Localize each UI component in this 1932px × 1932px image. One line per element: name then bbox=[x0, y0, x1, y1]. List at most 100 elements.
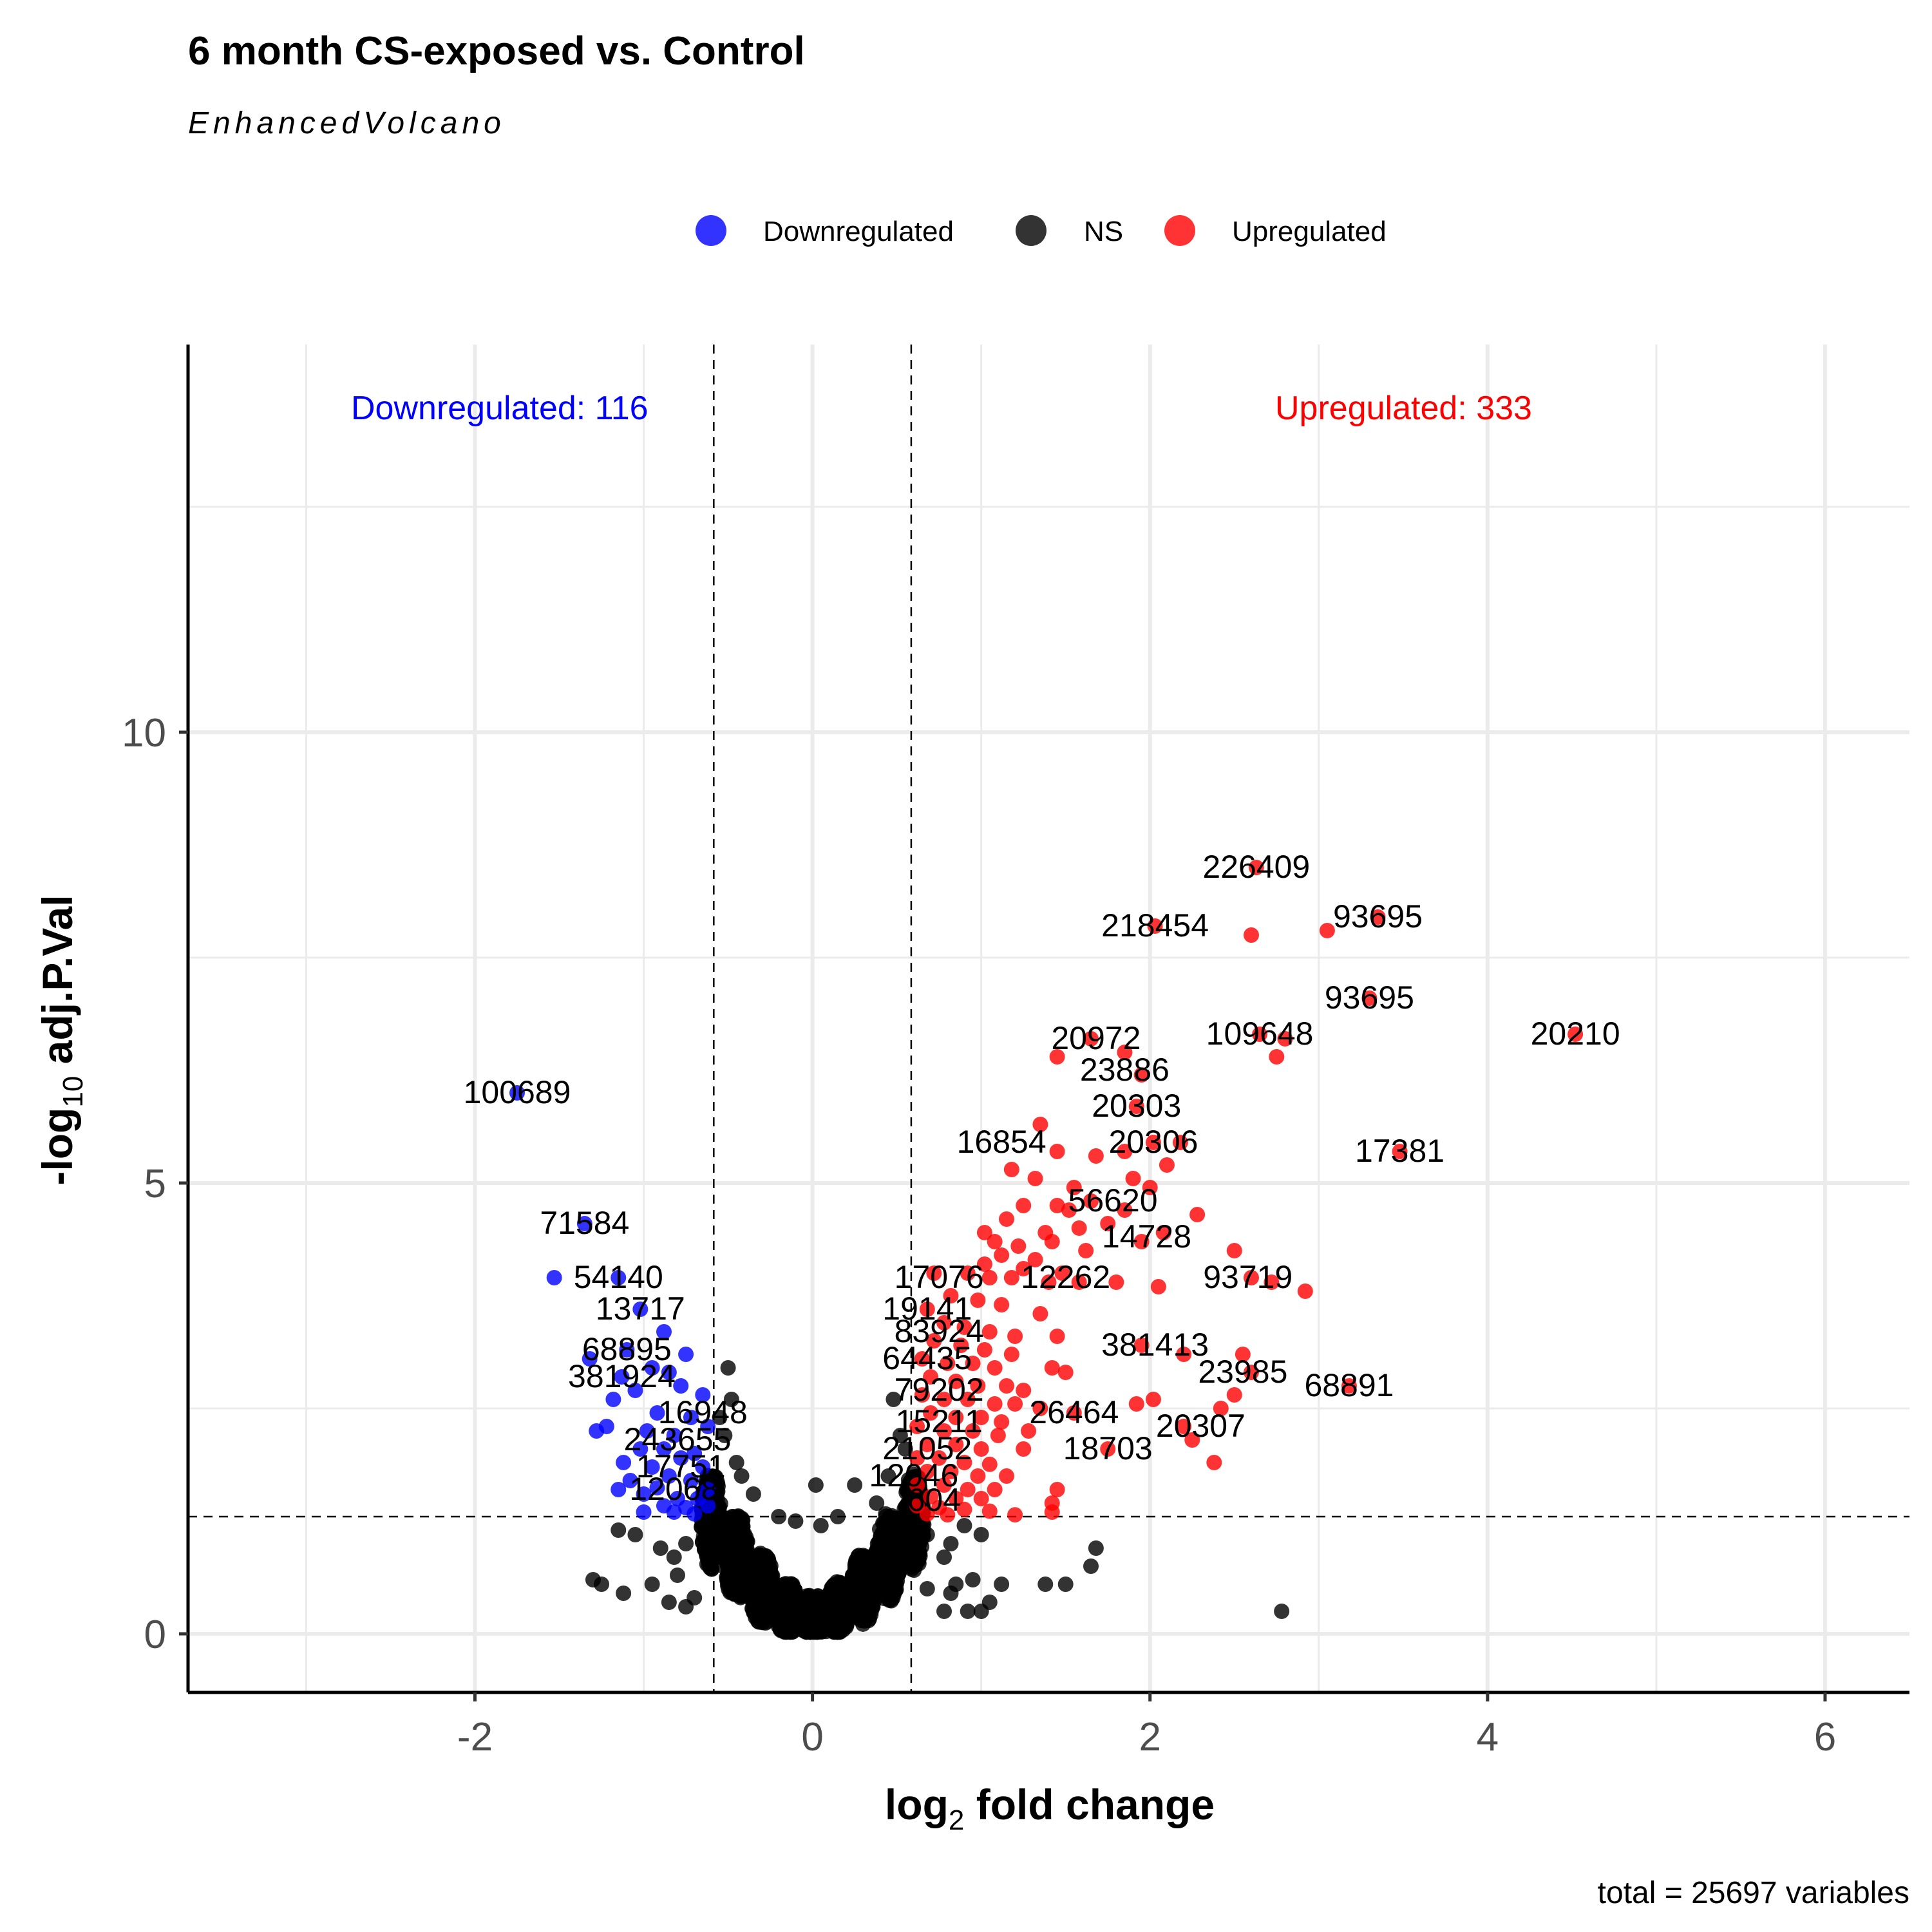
upregulated-point bbox=[1341, 1378, 1357, 1394]
upregulated-point bbox=[1155, 1225, 1171, 1240]
ns-point bbox=[831, 1592, 847, 1608]
downregulated-point bbox=[678, 1347, 694, 1362]
upregulated-point bbox=[1032, 1401, 1048, 1416]
ns-point bbox=[880, 1468, 896, 1484]
ns-point bbox=[1088, 1540, 1104, 1556]
point-label: 64435 bbox=[882, 1340, 972, 1376]
ns-point bbox=[872, 1555, 888, 1571]
point-label: 21052 bbox=[882, 1430, 972, 1466]
upregulated-point bbox=[960, 1392, 976, 1407]
upregulated-point bbox=[994, 1297, 1010, 1312]
ns-point bbox=[973, 1604, 989, 1619]
downregulated-point bbox=[700, 1482, 716, 1497]
upregulated-point bbox=[1243, 1270, 1259, 1285]
downregulated-point bbox=[614, 1369, 630, 1385]
point-label: 12262 bbox=[1021, 1259, 1110, 1295]
legend-downregulated-marker bbox=[696, 215, 726, 246]
upregulated-point bbox=[919, 1506, 935, 1522]
legend: Downregulated NS Upregulated bbox=[696, 215, 1387, 247]
downregulated-point bbox=[632, 1302, 649, 1317]
downregulated-point bbox=[582, 1351, 598, 1367]
ns-point bbox=[669, 1567, 685, 1583]
downregulated-point bbox=[636, 1486, 652, 1502]
upregulated-point bbox=[953, 1338, 969, 1353]
downregulated-point bbox=[666, 1504, 682, 1520]
ns-point bbox=[808, 1477, 824, 1493]
upregulated-point bbox=[914, 1387, 930, 1403]
upregulated-point bbox=[1297, 1283, 1313, 1299]
ns-point bbox=[687, 1590, 703, 1605]
ns-point bbox=[771, 1509, 787, 1524]
y-tick-label: 10 bbox=[122, 711, 166, 755]
point-label: 381413 bbox=[1101, 1327, 1209, 1363]
ns-point bbox=[611, 1522, 627, 1538]
point-label: 71584 bbox=[540, 1205, 629, 1241]
upregulated-point bbox=[931, 1450, 947, 1466]
ns-point bbox=[627, 1527, 643, 1542]
downregulated-point bbox=[700, 1498, 716, 1514]
ns-point bbox=[734, 1468, 750, 1484]
upregulated-point bbox=[956, 1320, 972, 1335]
ns-point bbox=[956, 1518, 972, 1533]
downregulated-point bbox=[644, 1360, 660, 1376]
grid-lines bbox=[188, 345, 1909, 1692]
ns-point bbox=[897, 1441, 913, 1457]
upregulated-point bbox=[976, 1225, 992, 1240]
ns-point bbox=[892, 1428, 908, 1443]
upregulated-point bbox=[987, 1234, 1003, 1249]
upregulated-point bbox=[1027, 1171, 1043, 1186]
upregulated-point bbox=[1066, 1405, 1082, 1421]
ns-point bbox=[666, 1549, 682, 1565]
upregulated-point bbox=[998, 1211, 1014, 1227]
upregulated-point bbox=[948, 1410, 964, 1425]
upregulated-point bbox=[1044, 1504, 1060, 1520]
ns-point bbox=[965, 1572, 981, 1587]
upregulated-point bbox=[926, 1333, 942, 1349]
legend-downregulated-label: Downregulated bbox=[763, 216, 954, 247]
ns-point bbox=[1083, 1558, 1099, 1574]
ns-point bbox=[936, 1549, 952, 1565]
ns-point bbox=[919, 1581, 935, 1596]
upregulated-point bbox=[919, 1464, 935, 1479]
upregulated-point bbox=[1007, 1329, 1023, 1344]
point-label: 79202 bbox=[895, 1372, 984, 1408]
upregulated-point bbox=[1176, 1347, 1192, 1362]
x-tick-label: 2 bbox=[1139, 1715, 1160, 1759]
downregulated-point bbox=[611, 1482, 627, 1497]
upregulated-point bbox=[987, 1396, 1003, 1412]
ns-point bbox=[919, 1527, 935, 1542]
point-label: 15211 bbox=[895, 1403, 982, 1439]
upregulated-point bbox=[1226, 1387, 1242, 1403]
upregulated-point bbox=[970, 1378, 986, 1394]
upregulated-point bbox=[1128, 1396, 1144, 1412]
upregulated-point bbox=[909, 1477, 925, 1493]
point-label: 26464 bbox=[1029, 1394, 1119, 1430]
ns-point bbox=[704, 1560, 720, 1577]
point-label: 100689 bbox=[464, 1074, 571, 1110]
ns-point bbox=[732, 1551, 748, 1567]
upregulated-point bbox=[1133, 1234, 1150, 1249]
upregulated-point bbox=[1083, 1031, 1099, 1046]
upregulated-point bbox=[923, 1369, 939, 1385]
upregulated-point bbox=[1392, 1144, 1408, 1159]
chart-subtitle: EnhancedVolcano bbox=[188, 106, 506, 140]
upregulated-point bbox=[1007, 1396, 1023, 1412]
downregulated-point bbox=[673, 1450, 689, 1466]
upregulated-point bbox=[1150, 1279, 1166, 1294]
downregulated-point bbox=[627, 1383, 643, 1398]
point-label: 18703 bbox=[1063, 1430, 1153, 1466]
ns-point bbox=[847, 1477, 863, 1493]
point-labels: 226409 93695 218454 93695 20972 109648 20210 23… bbox=[464, 849, 1620, 1518]
upregulated-point bbox=[1235, 1347, 1251, 1362]
downregulated-point bbox=[605, 1392, 621, 1407]
upregulated-point bbox=[1108, 1274, 1124, 1290]
downregulated-point bbox=[700, 1419, 716, 1434]
downregulated-point bbox=[619, 1342, 635, 1358]
upregulated-point bbox=[994, 1247, 1010, 1263]
upregulated-point bbox=[973, 1441, 989, 1457]
ns-point bbox=[741, 1564, 757, 1580]
upregulated-point bbox=[990, 1428, 1006, 1443]
ns-point bbox=[813, 1518, 829, 1533]
upregulated-point bbox=[1088, 1148, 1104, 1164]
point-label: 16948 bbox=[658, 1394, 748, 1430]
